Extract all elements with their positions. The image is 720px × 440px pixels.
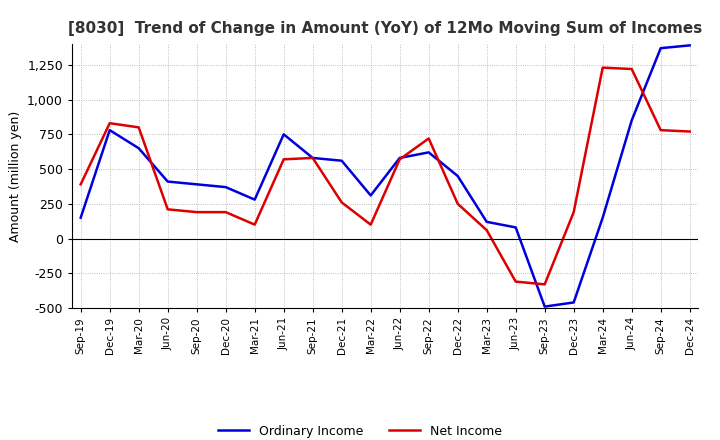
Net Income	[221, 209, 230, 215]
Ordinary Income	[482, 219, 491, 224]
Line: Ordinary Income: Ordinary Income	[81, 45, 690, 307]
Net Income	[279, 157, 288, 162]
Ordinary Income	[570, 300, 578, 305]
Ordinary Income	[395, 155, 404, 161]
Ordinary Income	[192, 182, 201, 187]
Ordinary Income	[105, 128, 114, 133]
Line: Net Income: Net Income	[81, 68, 690, 284]
Net Income	[657, 128, 665, 133]
Net Income	[366, 222, 375, 227]
Ordinary Income	[76, 215, 85, 220]
Net Income	[308, 155, 317, 161]
Net Income	[338, 200, 346, 205]
Net Income	[424, 136, 433, 141]
Net Income	[395, 157, 404, 162]
Net Income	[454, 201, 462, 206]
Net Income	[135, 125, 143, 130]
Net Income	[541, 282, 549, 287]
Net Income	[76, 182, 85, 187]
Ordinary Income	[221, 184, 230, 190]
Net Income	[598, 65, 607, 70]
Y-axis label: Amount (million yen): Amount (million yen)	[9, 110, 22, 242]
Ordinary Income	[598, 215, 607, 220]
Net Income	[511, 279, 520, 284]
Ordinary Income	[338, 158, 346, 163]
Ordinary Income	[135, 146, 143, 151]
Ordinary Income	[251, 197, 259, 202]
Ordinary Income	[685, 43, 694, 48]
Ordinary Income	[366, 193, 375, 198]
Ordinary Income	[308, 155, 317, 161]
Ordinary Income	[541, 304, 549, 309]
Ordinary Income	[627, 118, 636, 123]
Ordinary Income	[424, 150, 433, 155]
Net Income	[570, 209, 578, 215]
Ordinary Income	[163, 179, 172, 184]
Net Income	[105, 121, 114, 126]
Net Income	[192, 209, 201, 215]
Ordinary Income	[279, 132, 288, 137]
Net Income	[251, 222, 259, 227]
Ordinary Income	[454, 173, 462, 179]
Ordinary Income	[511, 225, 520, 230]
Net Income	[163, 207, 172, 212]
Net Income	[627, 66, 636, 72]
Title: [8030]  Trend of Change in Amount (YoY) of 12Mo Moving Sum of Incomes: [8030] Trend of Change in Amount (YoY) o…	[68, 21, 702, 36]
Net Income	[482, 227, 491, 233]
Net Income	[685, 129, 694, 134]
Ordinary Income	[657, 45, 665, 51]
Legend: Ordinary Income, Net Income: Ordinary Income, Net Income	[213, 420, 507, 440]
